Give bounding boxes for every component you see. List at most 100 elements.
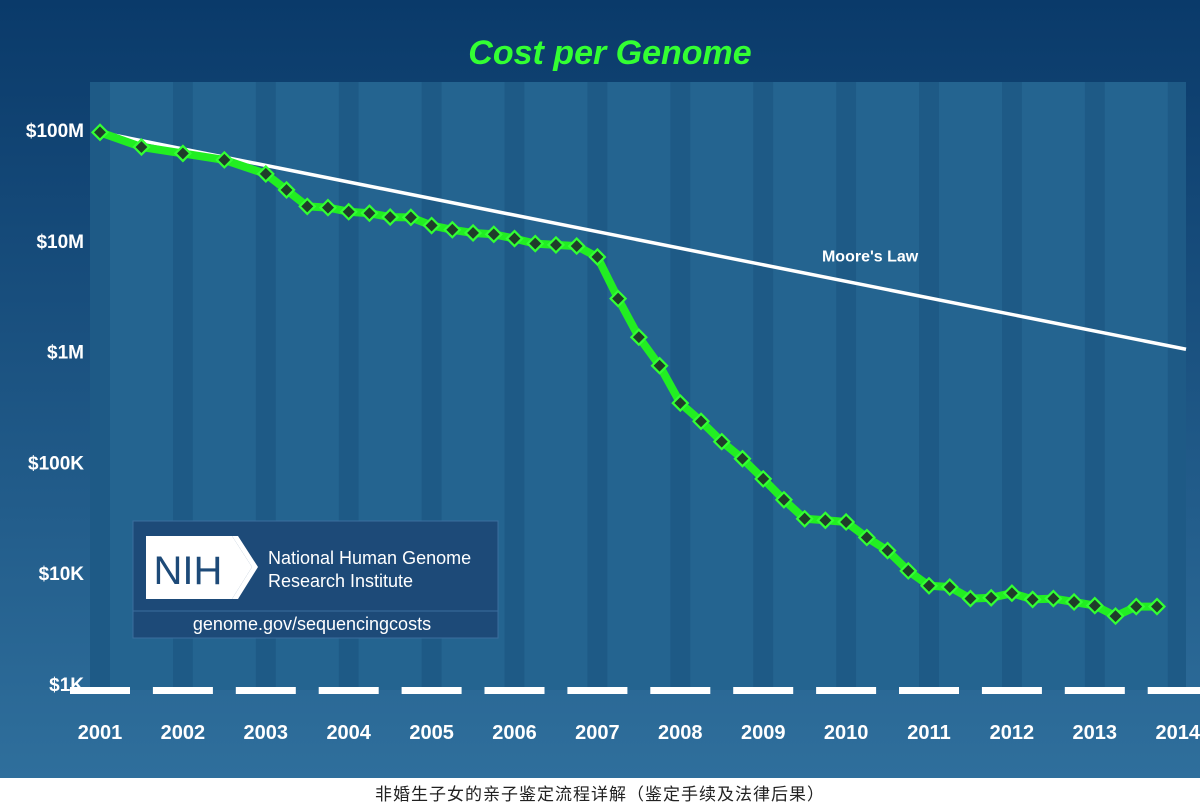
data-point <box>837 512 856 532</box>
data-point <box>754 469 773 488</box>
data-point <box>940 577 959 597</box>
data-point <box>1147 597 1167 616</box>
x-tick-label: 2013 <box>1073 722 1118 744</box>
data-point <box>277 180 296 199</box>
data-point <box>588 247 607 267</box>
chart-title: Cost per Genome <box>468 34 751 72</box>
x-axis-bar <box>981 687 1042 694</box>
moores-law-label: Moore's Law <box>822 248 919 265</box>
x-axis-bar <box>1147 687 1200 694</box>
data-point <box>629 328 648 347</box>
data-point <box>567 237 586 256</box>
x-tick-label: 2004 <box>326 722 371 744</box>
y-tick-label: $1K <box>49 675 84 696</box>
data-point <box>505 229 524 248</box>
year-band <box>1021 82 1085 690</box>
x-axis-bar <box>318 687 379 694</box>
data-point <box>443 220 462 239</box>
x-axis-bar <box>899 687 960 694</box>
chart-canvas: Cost per Genome $100M $10M $1M $100K $10K $1K… <box>0 0 1200 778</box>
data-point <box>1044 589 1063 608</box>
nih-logo-panel: NIH National Human Genome Research Insti… <box>132 520 499 639</box>
data-point <box>774 490 793 509</box>
y-tick-label: $10M <box>36 232 84 253</box>
x-axis-ticks: 2001 2002 2003 2004 2005 2006 2007 2008 2009 2010… <box>78 722 1200 744</box>
y-axis-ticks: $100M $10M $1M $100K $10K $1K <box>26 121 84 696</box>
data-point <box>526 234 545 253</box>
x-axis-bar <box>567 687 628 694</box>
x-axis-bar <box>650 687 711 694</box>
year-band <box>607 82 671 690</box>
data-point <box>360 204 379 223</box>
data-point <box>298 197 317 216</box>
data-point <box>215 150 234 169</box>
data-point <box>878 541 897 560</box>
year-band <box>690 82 754 690</box>
data-point <box>318 198 338 217</box>
data-point <box>173 144 192 163</box>
nih-mark-text: NIH <box>154 549 223 593</box>
x-tick-label: 2010 <box>824 722 869 744</box>
data-point <box>982 588 1001 607</box>
cost-per-genome-markers <box>90 123 1167 626</box>
logo-line-2: Research Institute <box>268 571 413 591</box>
data-point <box>546 235 566 254</box>
x-axis-bar <box>235 687 296 694</box>
y-tick-label: $100K <box>28 453 84 474</box>
x-tick-label: 2007 <box>575 722 620 744</box>
x-axis-bar <box>152 687 213 694</box>
data-point <box>1023 590 1042 609</box>
x-axis-bar <box>733 687 794 694</box>
year-band <box>1104 82 1168 690</box>
year-band <box>773 82 837 690</box>
data-point <box>484 225 503 244</box>
data-point <box>961 589 980 608</box>
x-tick-label: 2006 <box>492 722 537 744</box>
data-point <box>381 208 400 227</box>
data-point <box>816 511 835 530</box>
year-band <box>524 82 588 690</box>
data-point <box>857 528 876 547</box>
data-point <box>401 208 420 227</box>
data-point <box>90 123 110 142</box>
data-point <box>691 412 711 431</box>
nih-mark-badge <box>146 536 252 599</box>
x-axis-bar <box>1064 687 1125 694</box>
data-point <box>609 289 628 308</box>
caption-text: 非婚生子女的亲子鉴定流程详解（鉴定手续及法律后果） <box>0 778 1200 812</box>
data-point <box>339 202 358 221</box>
x-axis-bar <box>484 687 545 694</box>
data-point <box>919 576 939 595</box>
data-point <box>463 223 483 243</box>
data-point <box>132 137 151 157</box>
x-tick-label: 2012 <box>990 722 1035 744</box>
x-tick-label: 2011 <box>907 722 950 744</box>
data-point <box>1002 584 1021 603</box>
x-axis-bar <box>401 687 462 694</box>
x-tick-label: 2005 <box>409 722 454 744</box>
x-tick-label: 2014 <box>1155 722 1200 744</box>
data-point <box>1127 597 1146 616</box>
moores-law-line <box>99 130 1187 351</box>
data-point <box>1065 592 1084 612</box>
data-point <box>422 216 441 235</box>
data-point <box>256 164 275 183</box>
x-axis-bar <box>816 687 877 694</box>
x-tick-label: 2002 <box>161 722 206 744</box>
year-band <box>856 82 920 690</box>
logo-url: genome.gov/sequencingcosts <box>193 614 431 634</box>
logo-line-1: National Human Genome <box>268 548 471 568</box>
x-tick-label: 2008 <box>658 722 703 744</box>
data-point <box>733 449 752 468</box>
data-point <box>650 356 669 375</box>
x-tick-label: 2003 <box>244 722 289 744</box>
y-tick-label: $10K <box>39 564 85 585</box>
data-point <box>671 394 690 413</box>
x-axis-bars <box>70 687 1200 694</box>
x-tick-label: 2009 <box>741 722 786 744</box>
data-point <box>1085 596 1104 615</box>
data-point <box>1106 607 1125 626</box>
data-point <box>712 432 731 451</box>
x-tick-label: 2001 <box>78 722 123 744</box>
